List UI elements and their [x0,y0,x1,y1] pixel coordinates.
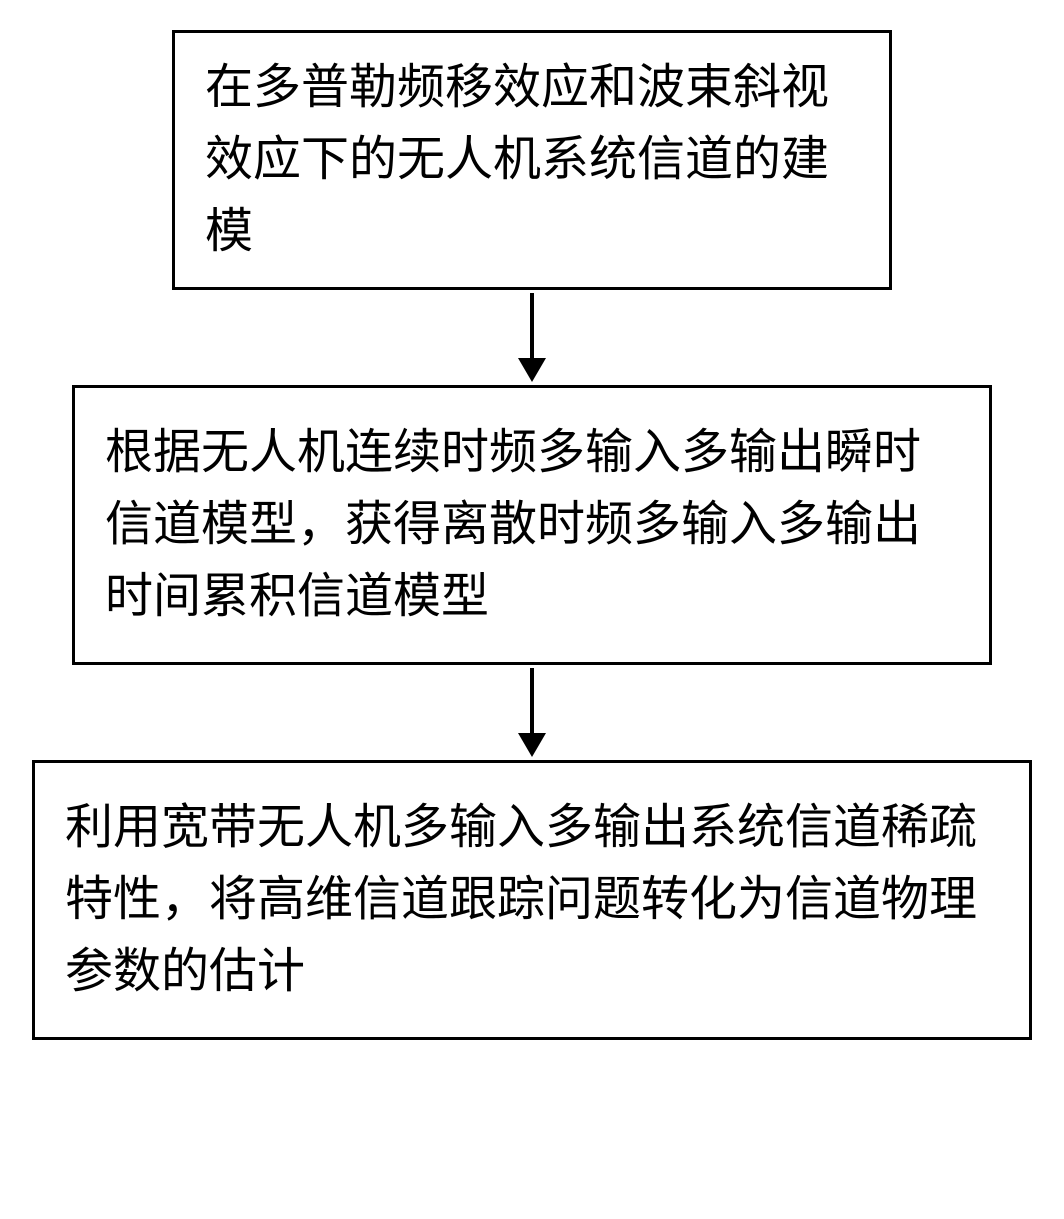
arrow-line-icon [530,668,534,733]
arrow-2 [518,665,546,760]
arrow-line-icon [530,293,534,358]
flowchart-node-2: 根据无人机连续时频多输入多输出瞬时信道模型，获得离散时频多输入多输出时间累积信道… [72,385,992,665]
flowchart-node-1: 在多普勒频移效应和波束斜视效应下的无人机系统信道的建模 [172,30,892,290]
flowchart-node-3: 利用宽带无人机多输入多输出系统信道稀疏特性，将高维信道跟踪问题转化为信道物理参数… [32,760,1032,1040]
node-2-text: 根据无人机连续时频多输入多输出瞬时信道模型，获得离散时频多输入多输出时间累积信道… [105,417,959,633]
node-1-text: 在多普勒频移效应和波束斜视效应下的无人机系统信道的建模 [205,52,859,268]
arrow-1 [518,290,546,385]
arrow-head-icon [518,358,546,382]
arrow-head-icon [518,733,546,757]
flowchart-container: 在多普勒频移效应和波束斜视效应下的无人机系统信道的建模 根据无人机连续时频多输入… [0,0,1064,1040]
node-3-text: 利用宽带无人机多输入多输出系统信道稀疏特性，将高维信道跟踪问题转化为信道物理参数… [65,792,999,1008]
